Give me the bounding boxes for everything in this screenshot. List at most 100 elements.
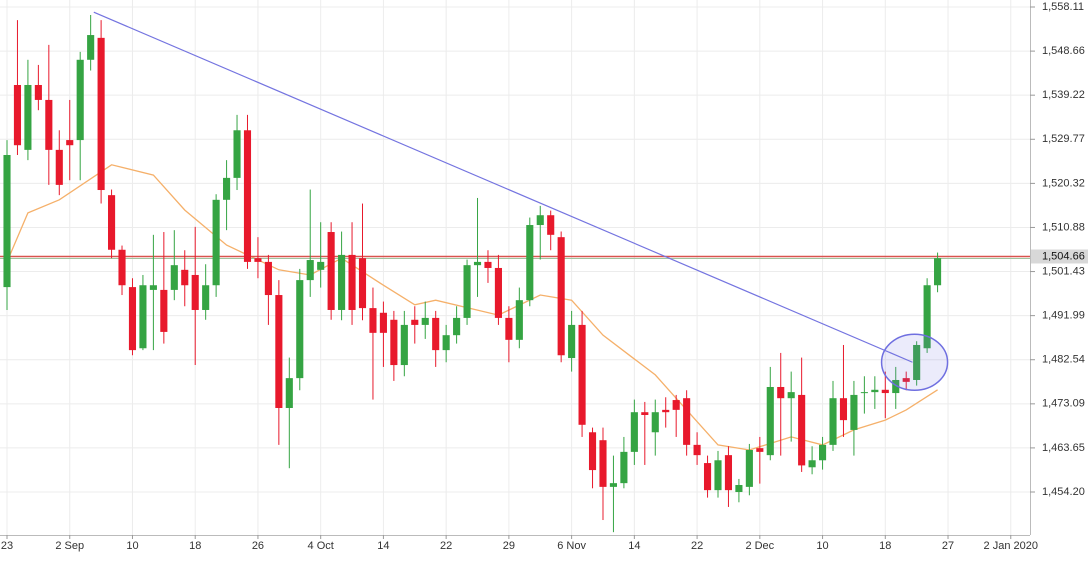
candle-body (860, 392, 868, 394)
candle-body (735, 485, 743, 493)
candle-body (505, 317, 513, 340)
candle-body (275, 295, 283, 408)
candle-body (411, 319, 419, 325)
candle-body (547, 215, 555, 235)
candle-body (254, 258, 262, 262)
marks (0, 11, 1030, 533)
candle-body (714, 460, 722, 491)
y-tick-label: 1,454.20 (1042, 486, 1085, 498)
x-tick-label: 10 (126, 540, 138, 552)
candle-body (149, 285, 157, 290)
candle-body (453, 317, 461, 336)
price-label: 1,504.66 (1042, 250, 1085, 262)
x-tick-label: 22 (440, 540, 452, 552)
candle-body (839, 398, 848, 421)
candle-body (808, 460, 816, 468)
candle-body (432, 317, 440, 351)
candle-body (536, 215, 544, 226)
candle-body (923, 285, 931, 349)
y-tick-label: 1,482.54 (1042, 354, 1085, 366)
x-tick-label: 14 (628, 540, 640, 552)
candle-body (662, 409, 670, 413)
candle-body (798, 394, 806, 466)
x-tick-label: 26 (252, 540, 264, 552)
candle-body (473, 261, 482, 266)
candle-body (463, 265, 471, 318)
candle-body (442, 335, 450, 351)
candle-body (55, 149, 63, 185)
x-tick-label: 23 (1, 540, 13, 552)
plot-area (0, 0, 1030, 535)
candle-body (683, 398, 691, 445)
candle-body (724, 455, 733, 491)
candle-body (588, 432, 597, 471)
candle-body (118, 249, 126, 286)
labels: 1,558.11 1,548.66 1,539.22 1,529.77 1,520.32… (1, 1, 1088, 552)
candle-body (296, 280, 304, 379)
x-tick-label: 22 (691, 540, 703, 552)
candle-body (850, 394, 858, 430)
x-tick-label: 6 Nov (557, 540, 586, 552)
y-tick-label: 1,558.11 (1042, 1, 1084, 13)
x-tick-label: 10 (816, 540, 828, 552)
y-tick-label: 1,501.43 (1042, 265, 1085, 277)
candle-body (170, 265, 178, 290)
candle-body (494, 267, 502, 318)
x-tick-label: 27 (942, 540, 954, 552)
candle-body (557, 237, 565, 356)
candle-body (881, 389, 889, 394)
candle-body (620, 451, 628, 484)
x-tick-label: 18 (879, 540, 891, 552)
candle-body (108, 195, 116, 250)
candle-body (379, 312, 387, 333)
y-tick-label: 1,473.09 (1042, 398, 1085, 410)
candle-body (526, 225, 534, 301)
candle-body (902, 378, 910, 382)
candle-body (358, 258, 367, 309)
candle-body (390, 319, 398, 366)
candle-body (787, 392, 795, 399)
candle-body (421, 317, 429, 325)
x-tick-label: 2 Sep (55, 540, 84, 552)
candle-body (609, 483, 617, 487)
candle-body (369, 308, 377, 333)
candle-body (45, 99, 53, 150)
y-tick-label: 1,539.22 (1042, 89, 1085, 101)
candle-body (871, 389, 879, 393)
candle-body (829, 398, 837, 445)
candle-body (348, 254, 356, 310)
trendline (93, 11, 913, 363)
candle-body (819, 444, 827, 461)
candle-body (777, 386, 785, 399)
candle-body (233, 130, 241, 178)
candle-body (66, 140, 74, 146)
y-tick-label: 1,548.66 (1042, 45, 1085, 57)
candle-body (934, 258, 942, 286)
candle-body (181, 269, 189, 286)
candle-body (338, 254, 346, 310)
y-tick-label: 1,529.77 (1042, 133, 1085, 145)
candle-body (87, 35, 95, 60)
candle-body (693, 444, 701, 456)
candle-body (223, 177, 231, 200)
candle-body (243, 130, 252, 262)
candle-body (160, 289, 168, 332)
x-tick-label: 29 (503, 540, 515, 552)
candle-body (568, 324, 576, 359)
candle-body (913, 344, 921, 380)
candle-body (703, 463, 712, 491)
x-tick-label: 2 Dec (745, 540, 774, 552)
candle-body (212, 199, 220, 286)
candle-body (76, 59, 84, 141)
candle-body (672, 400, 680, 410)
candle-body (400, 324, 408, 366)
candle-body (515, 300, 523, 340)
x-tick-label: 18 (189, 540, 201, 552)
candle-body (285, 378, 293, 408)
candle-body (3, 155, 11, 288)
candle-body (578, 324, 586, 425)
x-tick-label: 2 Jan 2020 (984, 540, 1038, 552)
candle-body (317, 261, 325, 270)
y-tick-label: 1,510.88 (1042, 221, 1085, 233)
